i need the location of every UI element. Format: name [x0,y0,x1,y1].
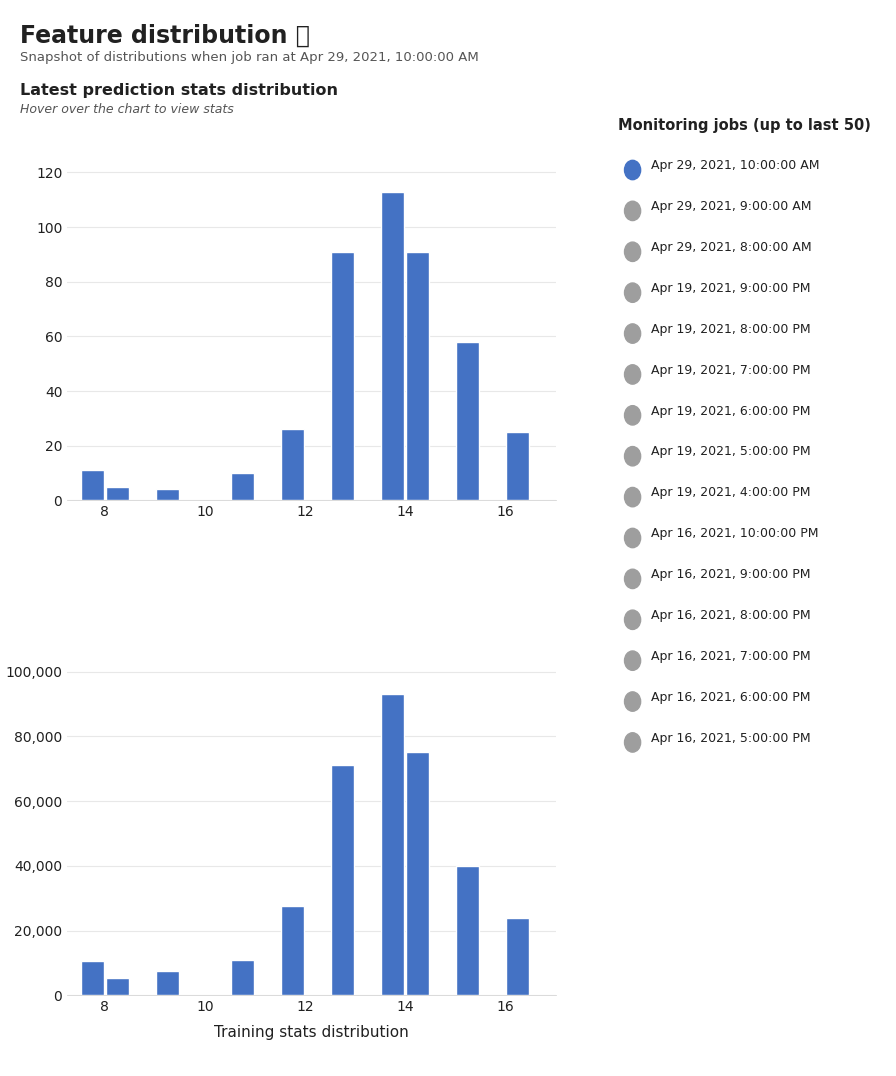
Bar [381,694,404,995]
Text: Hover over the chart to view stats: Hover over the chart to view stats [20,103,234,116]
Bar [156,971,179,995]
Bar [156,490,179,500]
Text: Apr 19, 2021, 5:00:00 PM: Apr 19, 2021, 5:00:00 PM [651,445,811,458]
Text: Apr 16, 2021, 9:00:00 PM: Apr 16, 2021, 9:00:00 PM [651,568,811,581]
Bar [381,192,404,500]
X-axis label: Training stats distribution: Training stats distribution [214,1025,409,1040]
Text: Apr 19, 2021, 7:00:00 PM: Apr 19, 2021, 7:00:00 PM [651,364,811,377]
Bar [506,433,530,500]
Text: Apr 19, 2021, 8:00:00 PM: Apr 19, 2021, 8:00:00 PM [651,323,811,336]
Text: Apr 19, 2021, 9:00:00 PM: Apr 19, 2021, 9:00:00 PM [651,282,811,295]
Text: Apr 19, 2021, 4:00:00 PM: Apr 19, 2021, 4:00:00 PM [651,486,811,499]
Bar [506,918,530,995]
Text: Apr 29, 2021, 10:00:00 AM: Apr 29, 2021, 10:00:00 AM [651,159,820,172]
Text: Apr 16, 2021, 6:00:00 PM: Apr 16, 2021, 6:00:00 PM [651,691,811,704]
Text: Apr 19, 2021, 6:00:00 PM: Apr 19, 2021, 6:00:00 PM [651,405,811,417]
Bar [231,960,254,995]
Bar [106,978,129,995]
Text: Apr 16, 2021, 5:00:00 PM: Apr 16, 2021, 5:00:00 PM [651,732,811,745]
Bar [106,486,129,500]
Bar [281,906,304,995]
Text: Snapshot of distributions when job ran at Apr 29, 2021, 10:00:00 AM: Snapshot of distributions when job ran a… [20,51,478,63]
Text: Apr 16, 2021, 10:00:00 PM: Apr 16, 2021, 10:00:00 PM [651,527,819,540]
Text: Apr 16, 2021, 8:00:00 PM: Apr 16, 2021, 8:00:00 PM [651,609,811,622]
Text: Apr 29, 2021, 9:00:00 AM: Apr 29, 2021, 9:00:00 AM [651,200,812,213]
Bar [231,473,254,500]
Bar [456,866,479,995]
Bar [81,470,104,500]
Text: Latest prediction stats distribution: Latest prediction stats distribution [20,83,338,98]
Bar [456,342,479,500]
Bar [281,429,304,500]
Text: Monitoring jobs (up to last 50): Monitoring jobs (up to last 50) [618,118,871,133]
Bar [332,765,354,995]
Bar [81,961,104,995]
Bar [332,252,354,500]
Bar [406,752,429,995]
Text: Apr 29, 2021, 8:00:00 AM: Apr 29, 2021, 8:00:00 AM [651,241,812,254]
Text: Apr 16, 2021, 7:00:00 PM: Apr 16, 2021, 7:00:00 PM [651,650,811,663]
Text: Feature distribution ❓: Feature distribution ❓ [20,24,310,47]
Bar [406,252,429,500]
